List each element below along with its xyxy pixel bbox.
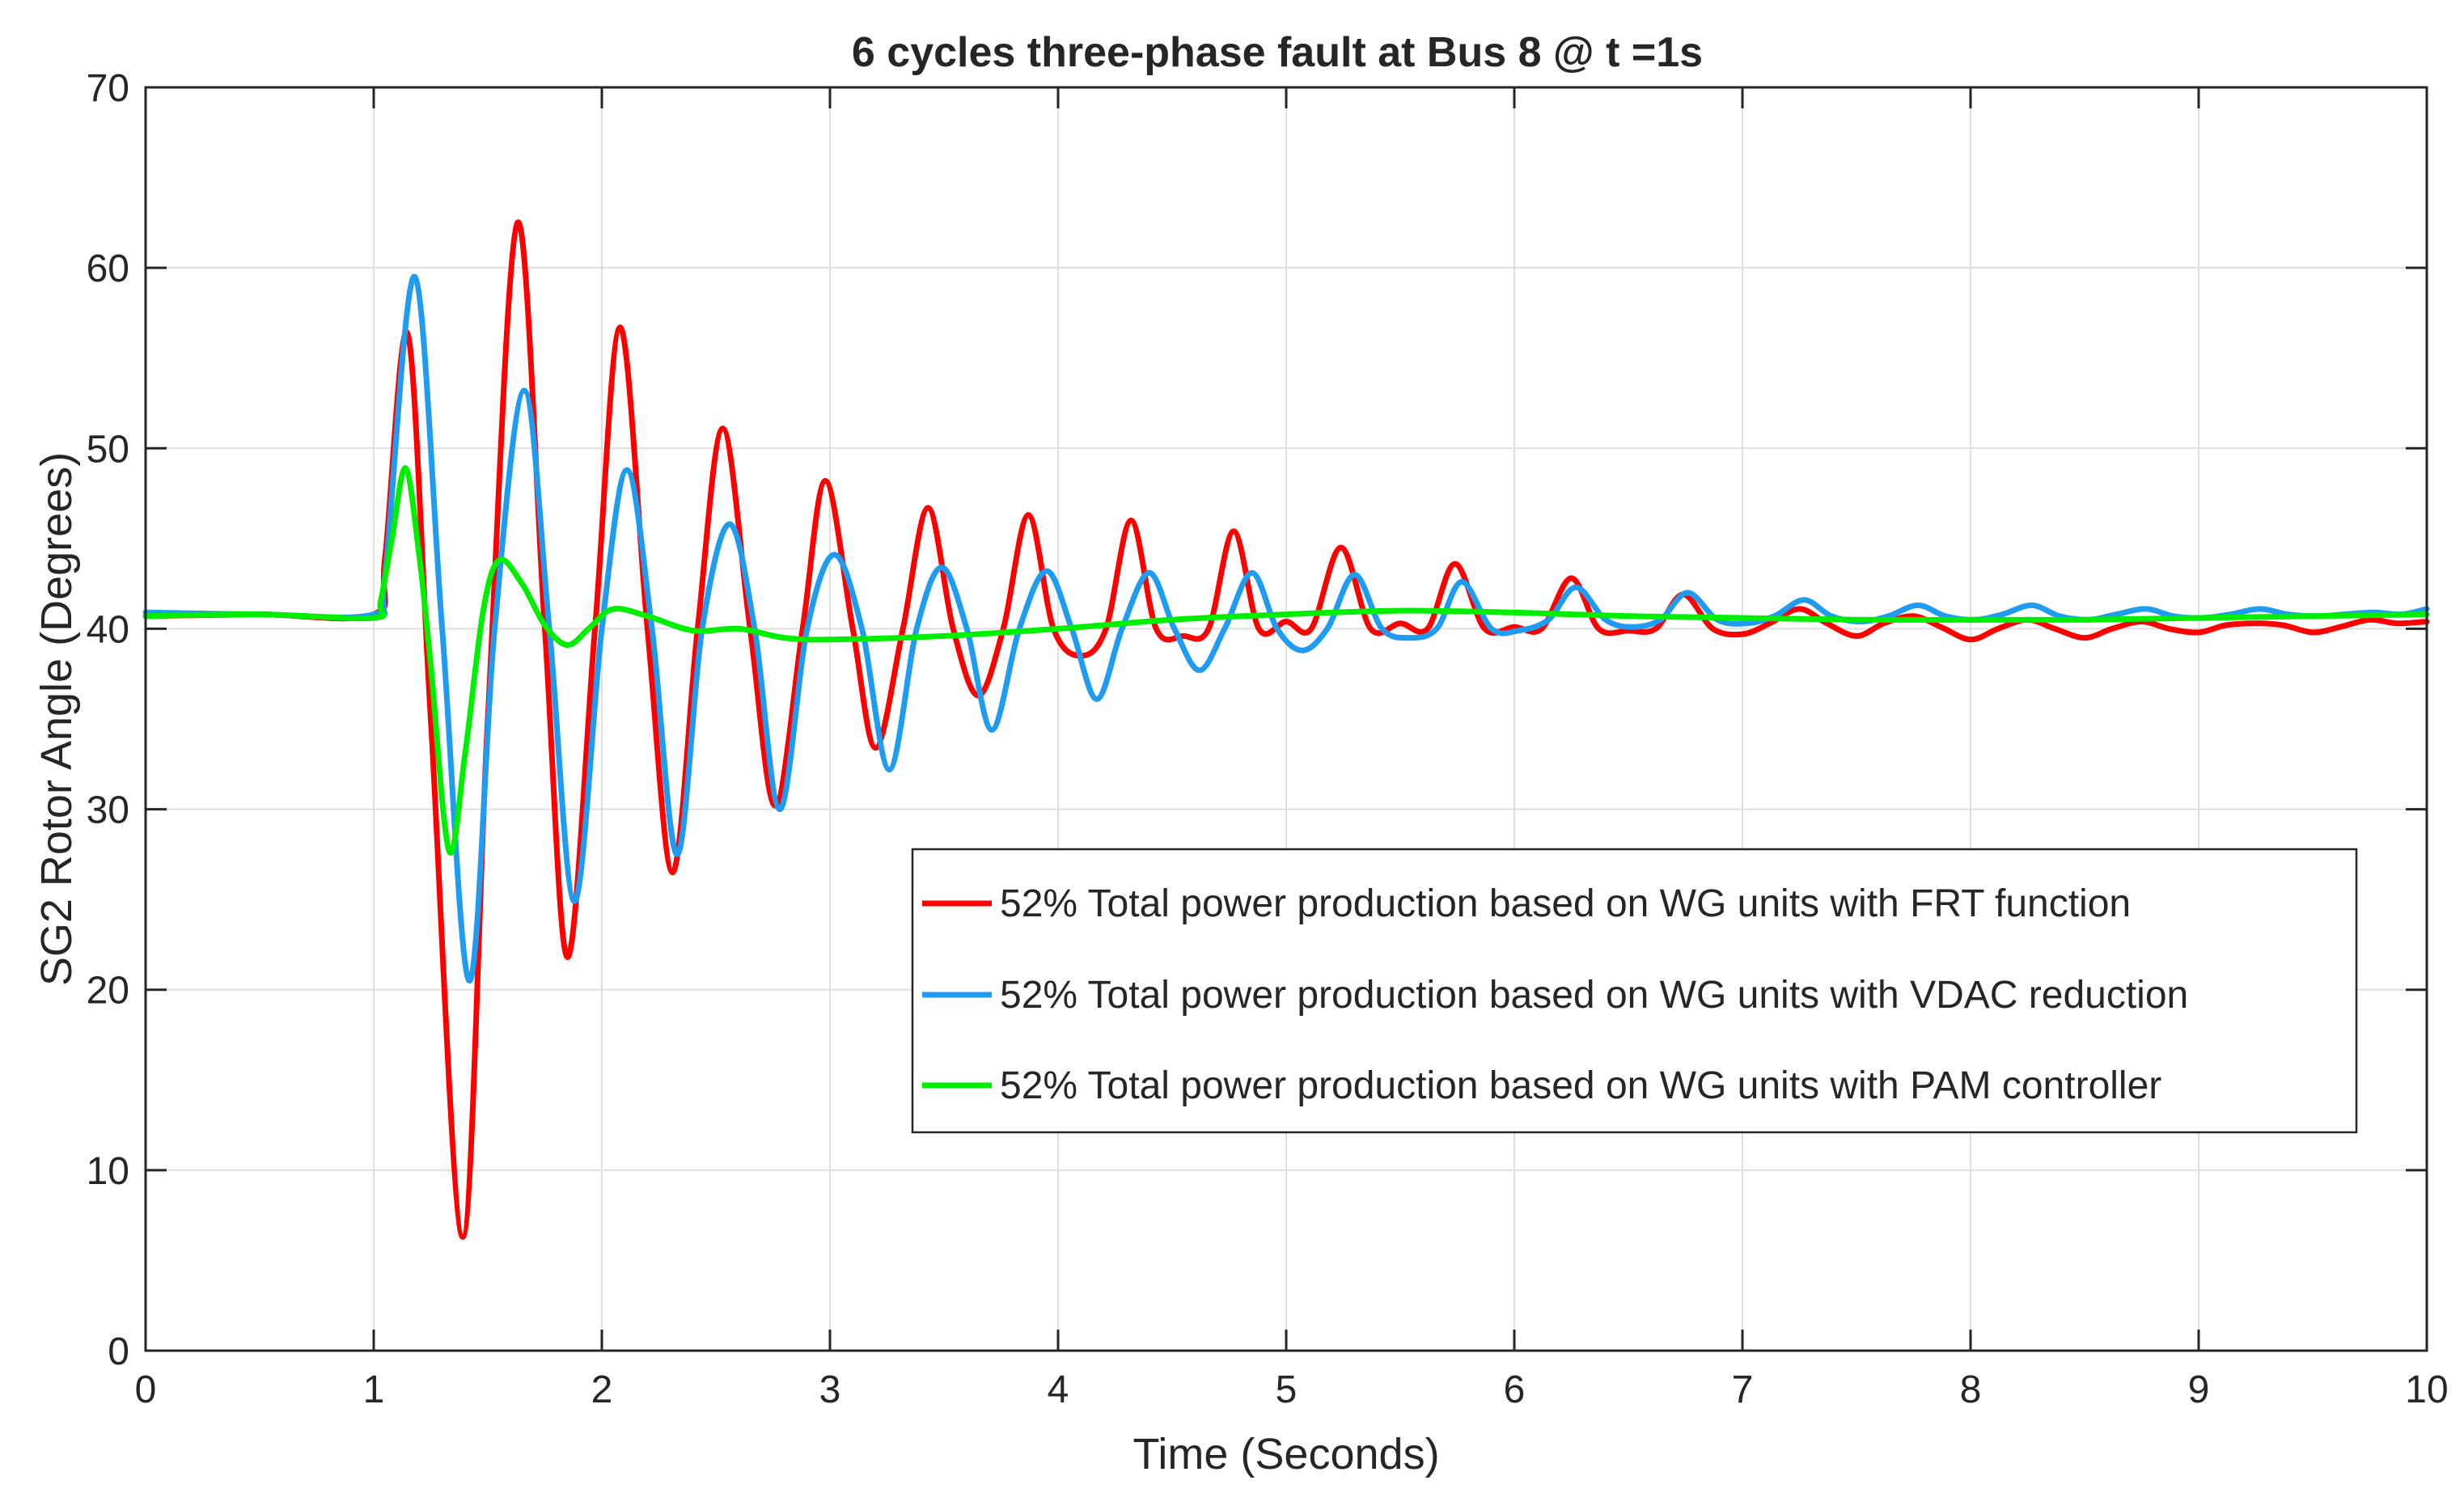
legend-label-frt: 52% Total power production based on WG u…: [1000, 882, 2131, 925]
series-line-pam: [142, 465, 2430, 856]
x-tick-label: 2: [591, 1368, 613, 1411]
x-tick-label: 10: [2405, 1368, 2448, 1411]
y-tick-label: 30: [87, 789, 129, 832]
x-tick-label: 5: [1276, 1368, 1298, 1411]
x-tick-label: 1: [363, 1368, 385, 1411]
chart-title: 6 cycles three-phase fault at Bus 8 @ t …: [852, 29, 1703, 76]
y-tick-label: 0: [108, 1330, 129, 1373]
series-line-frt: [142, 219, 2430, 1240]
legend-entry-vdac: 52% Total power production based on WG u…: [922, 974, 2188, 1017]
legend-box: [911, 848, 2358, 1134]
series-lines: [142, 219, 2430, 1240]
y-tick-label: 70: [87, 67, 129, 110]
legend: 52% Total power production based on WG u…: [911, 848, 2358, 1134]
y-tick-label: 60: [87, 247, 129, 290]
legend-entry-frt: 52% Total power production based on WG u…: [922, 882, 2131, 925]
x-tick-label: 0: [135, 1368, 157, 1411]
legend-label-vdac: 52% Total power production based on WG u…: [1000, 974, 2188, 1017]
y-tick-label: 20: [87, 970, 129, 1013]
x-tick-label: 3: [819, 1368, 841, 1411]
x-axis-label: Time (Seconds): [1133, 1430, 1439, 1478]
axis-ticks: 0 1 2 3 4 5 6 7 8 9 10 0 10 20 30 40 50 60 70: [87, 67, 2449, 1411]
x-tick-label: 6: [1504, 1368, 1526, 1411]
x-tick-label: 7: [1732, 1368, 1754, 1411]
x-tick-label: 8: [1960, 1368, 1982, 1411]
x-tick-label: 4: [1048, 1368, 1069, 1411]
x-tick-label: 9: [2188, 1368, 2210, 1411]
y-tick-label: 10: [87, 1150, 129, 1193]
y-axis-label: SG2 Rotor Angle (Degrees): [32, 452, 81, 986]
y-tick-label: 40: [87, 608, 129, 651]
legend-label-pam: 52% Total power production based on WG u…: [1000, 1064, 2161, 1107]
legend-entry-pam: 52% Total power production based on WG u…: [922, 1064, 2161, 1107]
y-tick-label: 50: [87, 428, 129, 471]
